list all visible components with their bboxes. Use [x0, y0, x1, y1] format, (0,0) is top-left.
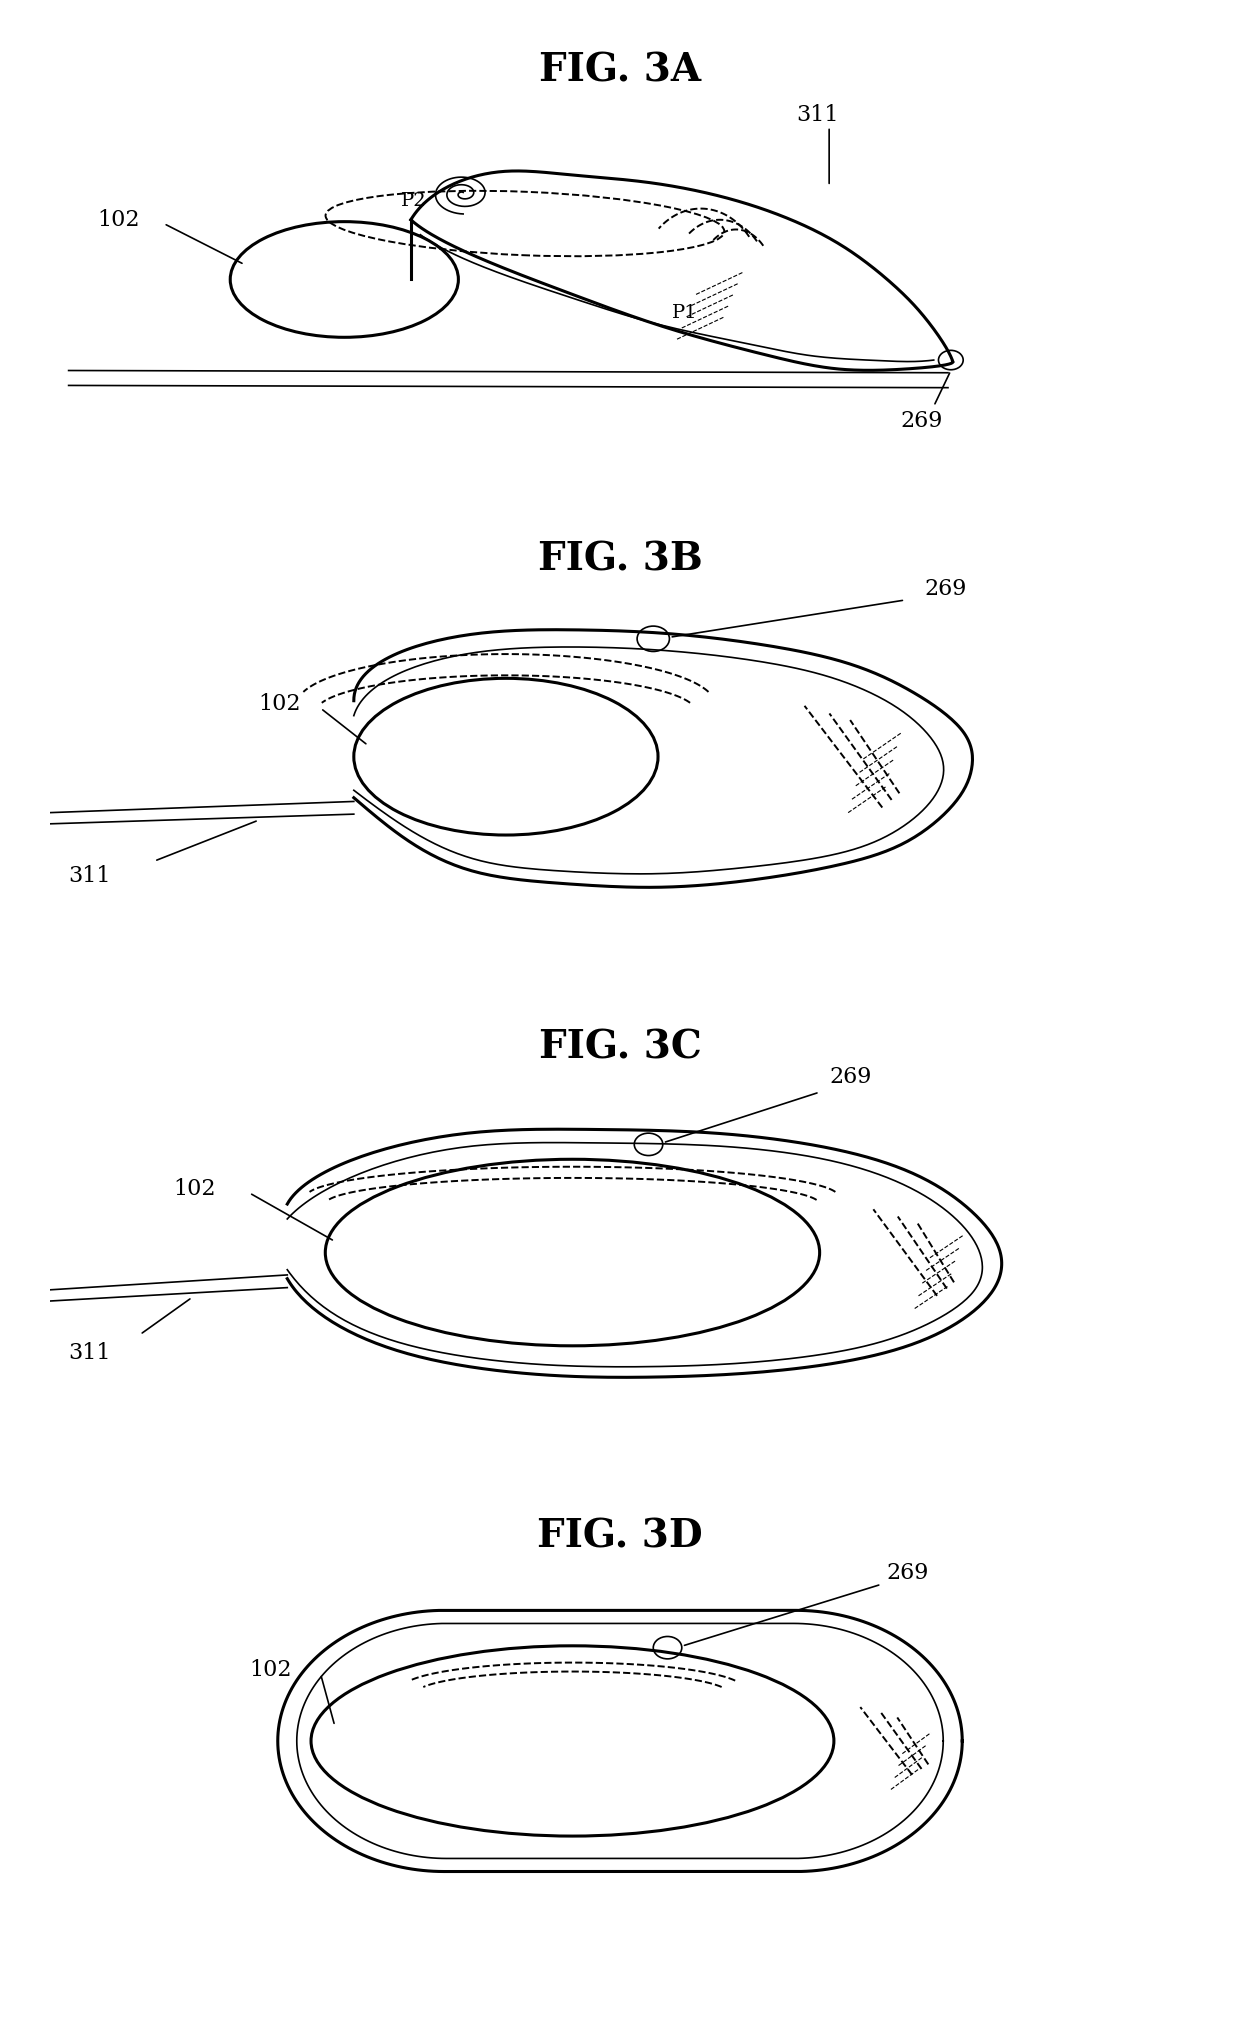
- Text: 102: 102: [174, 1178, 216, 1201]
- Text: 269: 269: [924, 578, 967, 600]
- Text: FIG. 3B: FIG. 3B: [538, 541, 702, 578]
- Text: 102: 102: [249, 1659, 291, 1681]
- Text: FIG. 3D: FIG. 3D: [537, 1518, 703, 1555]
- Text: 102: 102: [259, 694, 301, 716]
- Text: P1: P1: [672, 303, 698, 322]
- Text: FIG. 3C: FIG. 3C: [538, 1028, 702, 1066]
- Text: 311: 311: [68, 1343, 112, 1363]
- Text: 269: 269: [900, 411, 942, 431]
- Text: 269: 269: [830, 1066, 872, 1089]
- Text: P2: P2: [402, 191, 427, 210]
- Text: 269: 269: [887, 1563, 929, 1583]
- Text: 102: 102: [97, 210, 140, 230]
- Text: 311: 311: [796, 104, 838, 126]
- Text: FIG. 3A: FIG. 3A: [539, 51, 701, 90]
- Text: 311: 311: [68, 865, 112, 887]
